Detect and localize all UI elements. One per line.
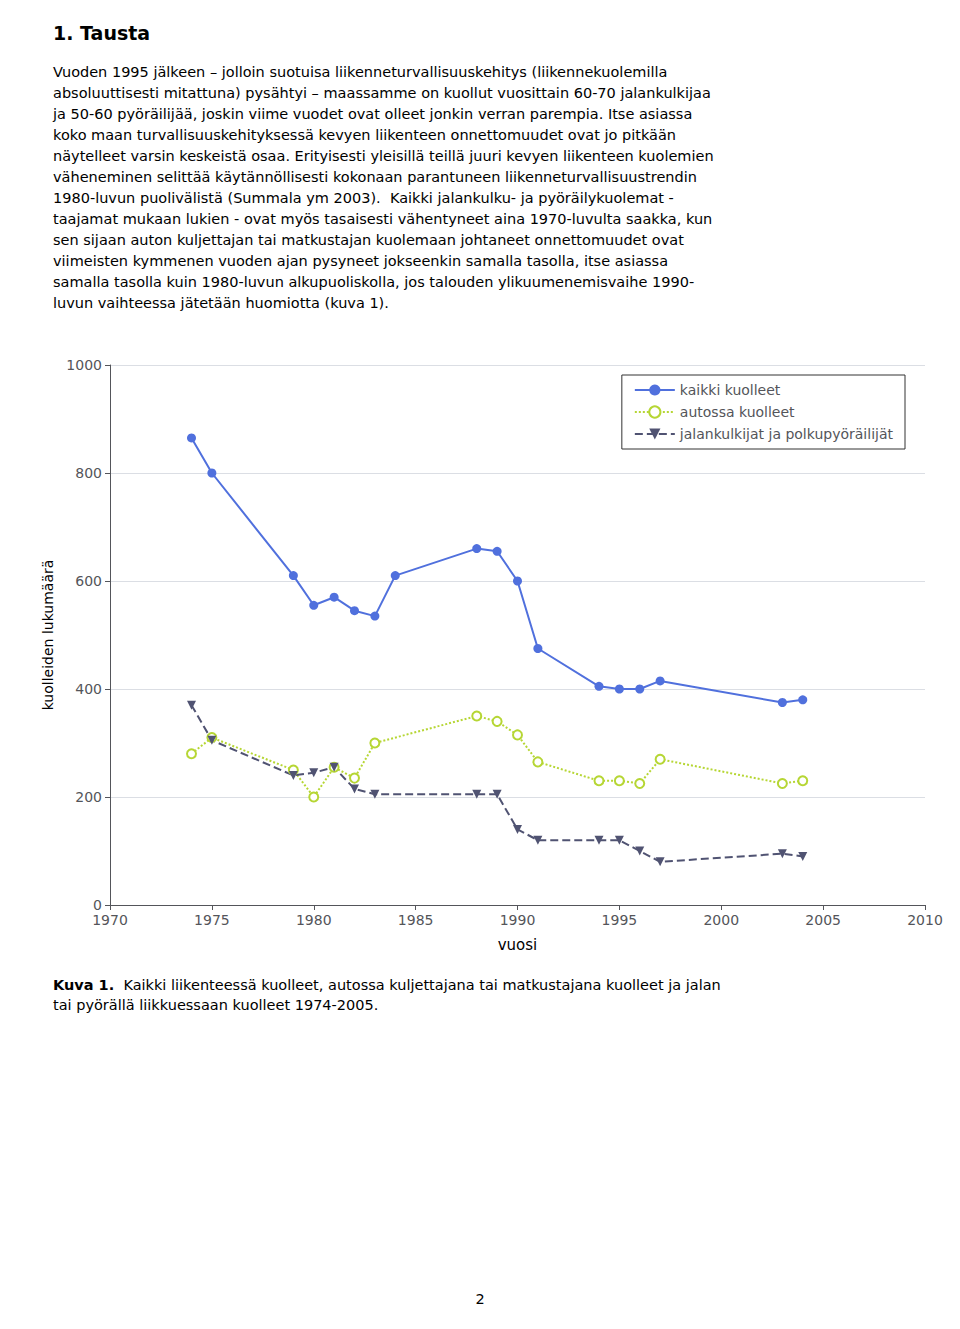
- svg-text:2010: 2010: [907, 912, 943, 928]
- html-text:Kuva 1. Kaikki liikenteessä ku: Kuva 1. Kaikki liikenteessä kuolleet, au…: [53, 977, 721, 1014]
- svg-text:1995: 1995: [602, 912, 638, 928]
- svg-text:1990: 1990: [500, 912, 536, 928]
- svg-text:0: 0: [93, 897, 102, 913]
- html-text:2: 2: [475, 1291, 485, 1307]
- svg-text:kaikki kuolleet: kaikki kuolleet: [680, 382, 781, 398]
- svg-text:400: 400: [75, 681, 102, 697]
- html-text:1. Tausta: 1. Tausta: [53, 22, 151, 44]
- svg-text:800: 800: [75, 465, 102, 481]
- svg-text:1970: 1970: [92, 912, 128, 928]
- svg-text:600: 600: [75, 573, 102, 589]
- svg-text:1980: 1980: [296, 912, 332, 928]
- svg-text:1975: 1975: [194, 912, 230, 928]
- svg-text:2000: 2000: [703, 912, 739, 928]
- svg-text:kuolleiden lukumäärä: kuolleiden lukumäärä: [40, 560, 56, 711]
- svg-text:2005: 2005: [805, 912, 841, 928]
- svg-text:200: 200: [75, 789, 102, 805]
- html-text:Vuoden 1995 jälkeen – jolloin: Vuoden 1995 jälkeen – jolloin suotuisa l…: [53, 64, 714, 312]
- svg-text:jalankulkijat ja polkupyöräili: jalankulkijat ja polkupyöräilijät: [679, 426, 894, 442]
- svg-text:1985: 1985: [398, 912, 434, 928]
- svg-text:autossa kuolleet: autossa kuolleet: [680, 404, 795, 420]
- svg-text:vuosi: vuosi: [498, 936, 538, 954]
- svg-text:1000: 1000: [66, 357, 102, 373]
